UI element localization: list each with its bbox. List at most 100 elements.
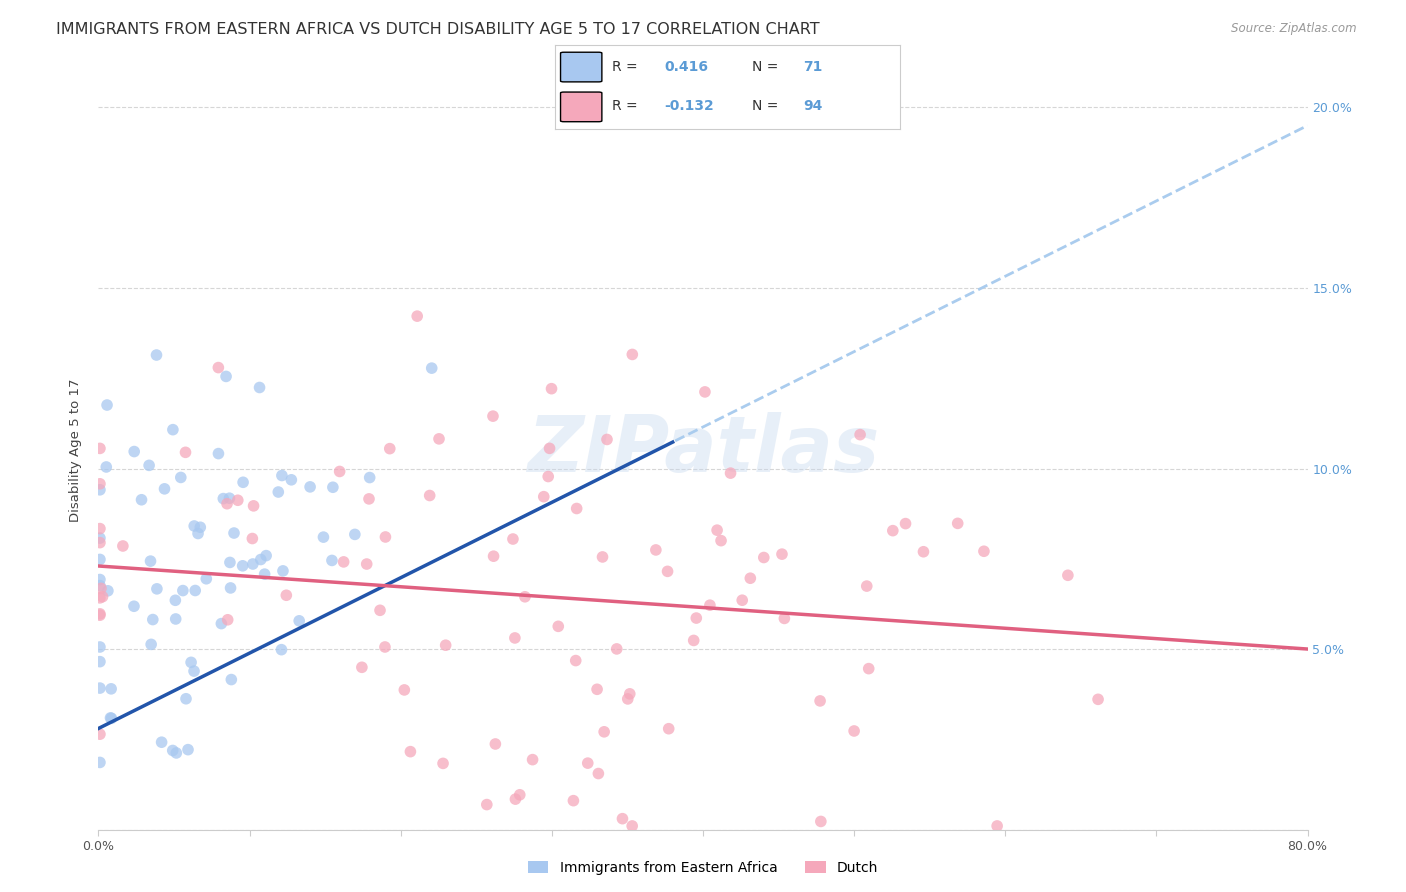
FancyBboxPatch shape — [561, 53, 602, 82]
Point — [882, 524, 904, 538]
Point — [141, 637, 163, 651]
Point — [219, 581, 242, 595]
Point — [89, 608, 111, 623]
Point — [484, 737, 506, 751]
Point — [482, 409, 505, 424]
Point — [562, 794, 585, 808]
Point — [221, 673, 243, 687]
Point — [242, 499, 264, 513]
Point — [374, 640, 396, 654]
Point — [96, 398, 118, 412]
Point — [406, 309, 429, 323]
Point — [343, 527, 366, 541]
Point — [350, 660, 373, 674]
Point — [122, 444, 145, 458]
Point — [322, 480, 344, 494]
Point — [89, 476, 111, 491]
Point — [89, 535, 111, 549]
Point — [145, 348, 167, 362]
Point — [621, 347, 644, 361]
Point — [226, 493, 249, 508]
Point — [565, 501, 588, 516]
Point — [419, 489, 441, 503]
Point — [855, 579, 877, 593]
Point — [522, 753, 544, 767]
Point — [153, 482, 176, 496]
Point — [420, 361, 443, 376]
Point — [150, 735, 173, 749]
Point — [138, 458, 160, 473]
Point — [89, 552, 111, 566]
Text: R =: R = — [612, 60, 643, 74]
Point — [752, 550, 775, 565]
Point — [564, 654, 586, 668]
Point — [180, 656, 202, 670]
Point — [612, 812, 634, 826]
Point — [540, 382, 562, 396]
Point — [973, 544, 995, 558]
Point — [232, 558, 254, 573]
Point — [592, 549, 614, 564]
Point — [254, 549, 277, 563]
Point — [170, 470, 193, 484]
Point — [249, 380, 271, 394]
Point — [232, 475, 254, 490]
Point — [142, 613, 165, 627]
Point — [731, 593, 754, 607]
Point — [146, 582, 169, 596]
Point — [89, 756, 111, 770]
Point — [332, 555, 354, 569]
Point — [177, 742, 200, 756]
Point — [596, 433, 619, 447]
Point — [184, 583, 207, 598]
Point — [183, 664, 205, 678]
Point — [533, 490, 555, 504]
Point — [188, 520, 211, 534]
Text: Source: ZipAtlas.com: Source: ZipAtlas.com — [1232, 22, 1357, 36]
Point — [253, 567, 276, 582]
Point — [165, 593, 187, 607]
Point — [89, 573, 111, 587]
Point — [538, 442, 561, 456]
Point — [658, 722, 681, 736]
Point — [537, 469, 560, 483]
Point — [249, 552, 271, 566]
Point — [288, 614, 311, 628]
Point — [91, 590, 114, 604]
Point — [212, 491, 235, 506]
Point — [172, 583, 194, 598]
Point — [475, 797, 498, 812]
Point — [503, 631, 526, 645]
Point — [894, 516, 917, 531]
Text: N =: N = — [752, 60, 783, 74]
Point — [89, 681, 111, 695]
Point — [215, 369, 238, 384]
Point — [434, 638, 457, 652]
Point — [321, 553, 343, 567]
Point — [770, 547, 793, 561]
Point — [100, 681, 122, 696]
Point — [842, 723, 865, 738]
Point — [644, 543, 666, 558]
Point — [89, 531, 111, 545]
Point — [219, 556, 242, 570]
Point — [432, 756, 454, 771]
Point — [378, 442, 401, 456]
Point — [122, 599, 145, 614]
Point — [427, 432, 450, 446]
Point — [312, 530, 335, 544]
Point — [547, 619, 569, 633]
Point — [682, 633, 704, 648]
Point — [509, 788, 531, 802]
Point — [699, 598, 721, 612]
Text: IMMIGRANTS FROM EASTERN AFRICA VS DUTCH DISABILITY AGE 5 TO 17 CORRELATION CHART: IMMIGRANTS FROM EASTERN AFRICA VS DUTCH … — [56, 22, 820, 37]
Point — [222, 526, 245, 541]
Point — [207, 360, 229, 375]
Point — [394, 682, 416, 697]
Point — [299, 480, 322, 494]
FancyBboxPatch shape — [561, 92, 602, 121]
Point — [100, 711, 122, 725]
Point — [280, 473, 302, 487]
Point — [240, 532, 263, 546]
Point — [740, 571, 762, 585]
